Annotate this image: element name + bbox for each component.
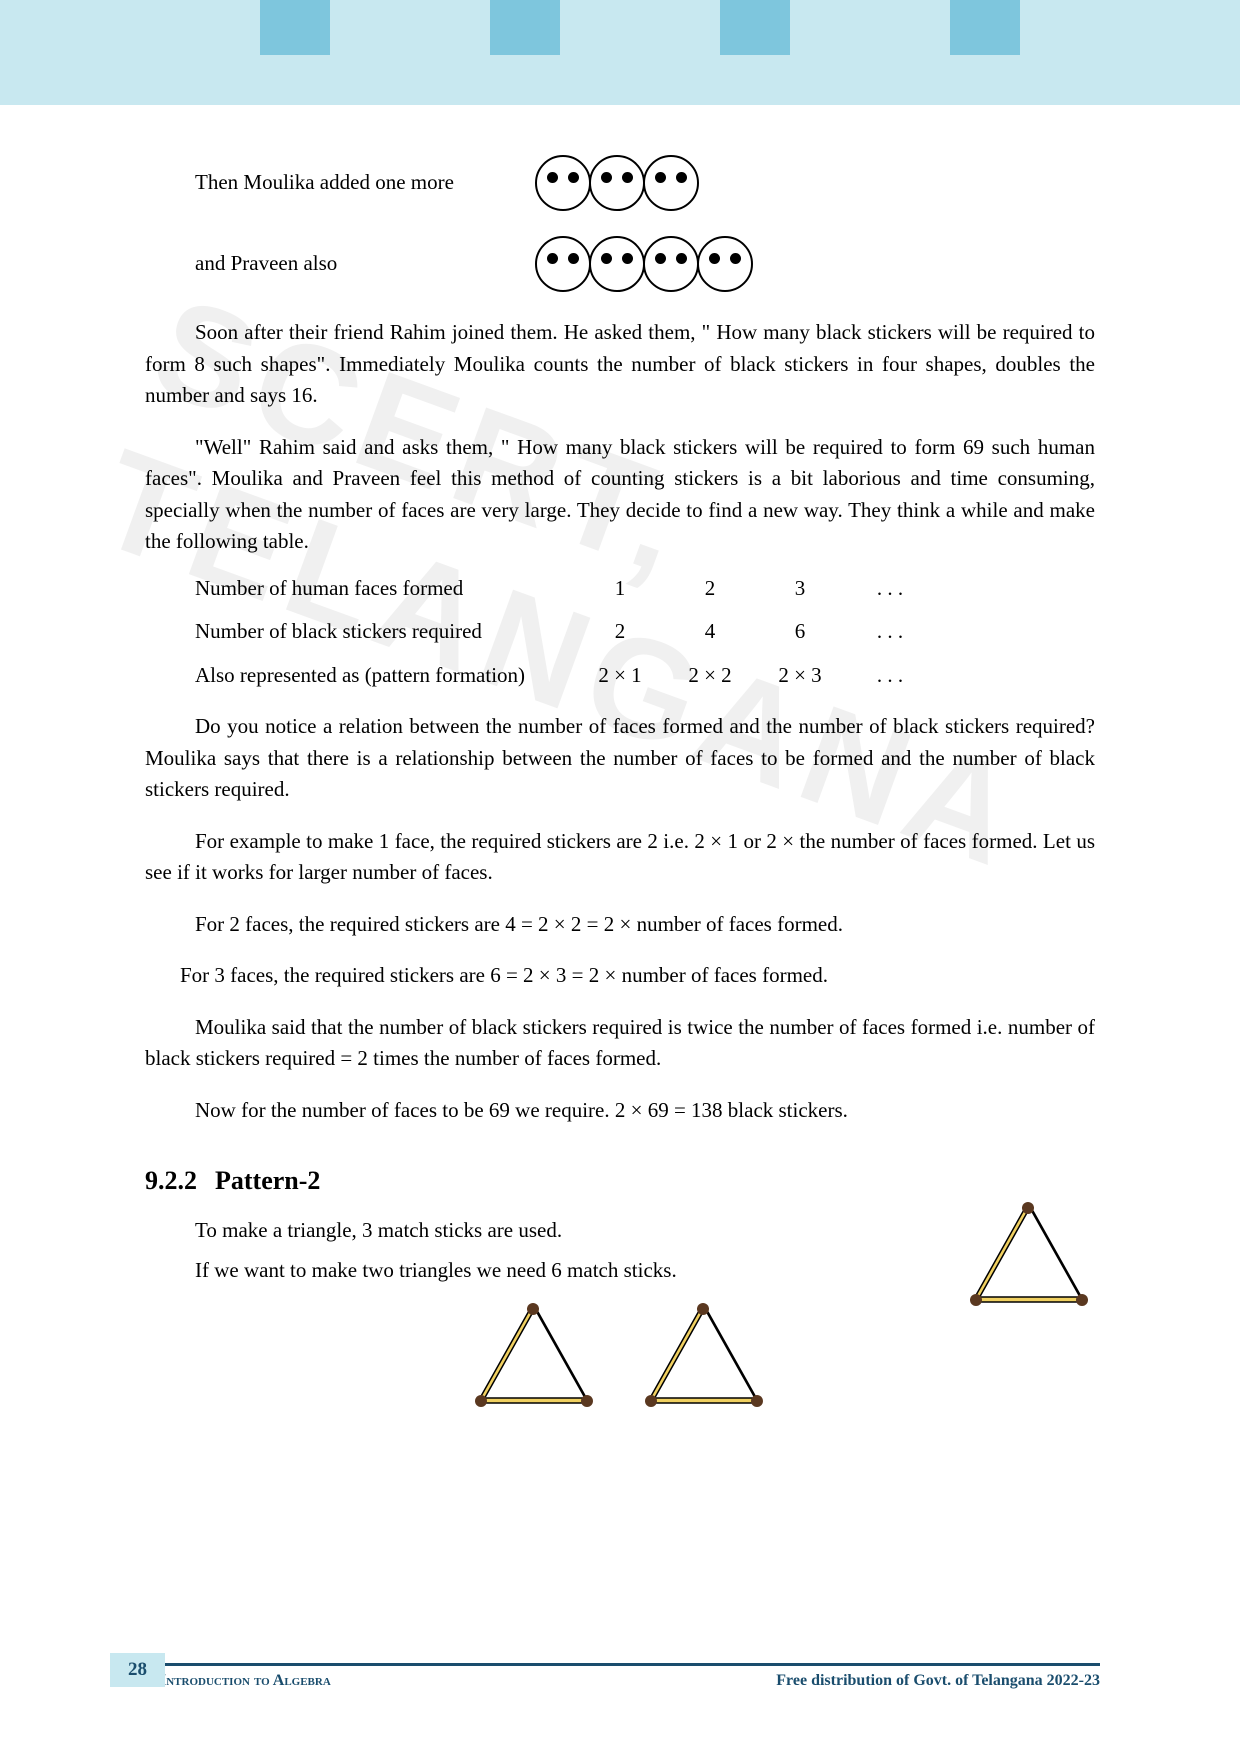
triangle-icon (965, 1200, 1095, 1315)
paragraph-2: "Well" Rahim said and asks them, " How m… (145, 432, 1095, 558)
double-triangle (145, 1301, 1095, 1416)
table-cell: 2 × 1 (575, 660, 665, 692)
table-cell: 3 (755, 573, 845, 605)
pattern2-line1: To make a triangle, 3 match sticks are u… (145, 1215, 1095, 1247)
section-number: 9.2.2 (145, 1161, 197, 1200)
table-cell: 4 (665, 616, 755, 648)
table-cell: 2 (665, 573, 755, 605)
line1-text: Then Moulika added one more (145, 167, 535, 199)
header-stripe (720, 0, 790, 55)
paragraph-3: Do you notice a relation between the num… (145, 711, 1095, 806)
pattern2-block: To make a triangle, 3 match sticks are u… (145, 1215, 1095, 1416)
page-header (0, 0, 1240, 105)
table-cell: 2 (575, 616, 665, 648)
face-icon (643, 155, 699, 211)
table-row: Number of black stickers required 2 4 6 … (195, 616, 1095, 648)
table-cell: . . . (845, 616, 935, 648)
table-label: Number of black stickers required (195, 616, 575, 648)
line2-text: and Praveen also (145, 248, 535, 280)
table-cell: . . . (845, 573, 935, 605)
pattern2-line2: If we want to make two triangles we need… (145, 1255, 1095, 1287)
paragraph-8: Now for the number of faces to be 69 we … (145, 1095, 1095, 1127)
table-cell: 6 (755, 616, 845, 648)
paragraph-7: Moulika said that the number of black st… (145, 1012, 1095, 1075)
face-icon (589, 236, 645, 292)
paragraph-5: For 2 faces, the required stickers are 4… (145, 909, 1095, 941)
page-footer: 28 Introduction to Algebra Free distribu… (0, 1663, 1240, 1690)
table-cell: 1 (575, 573, 665, 605)
faces-group-3 (535, 155, 697, 211)
table-label: Also represented as (pattern formation) (195, 660, 575, 692)
paragraph-4: For example to make 1 face, the required… (145, 826, 1095, 889)
footer-distribution: Free distribution of Govt. of Telangana … (776, 1672, 1100, 1690)
section-title: Pattern-2 (215, 1161, 320, 1200)
header-stripe (490, 0, 560, 55)
paragraph-1: Soon after their friend Rahim joined the… (145, 317, 1095, 412)
faces-row-1: Then Moulika added one more (145, 155, 1095, 211)
table-label: Number of human faces formed (195, 573, 575, 605)
triangle-icon (470, 1301, 600, 1416)
header-stripe (950, 0, 1020, 55)
table-row: Number of human faces formed 1 2 3 . . . (195, 573, 1095, 605)
section-header: 9.2.2 Pattern-2 (145, 1161, 1095, 1200)
page-number: 28 (110, 1653, 165, 1687)
triangle-icon (640, 1301, 770, 1416)
paragraph-6: For 3 faces, the required stickers are 6… (145, 960, 1095, 992)
single-triangle (965, 1200, 1095, 1325)
table-cell: . . . (845, 660, 935, 692)
faces-group-4 (535, 236, 751, 292)
header-stripe (260, 0, 330, 55)
face-icon (643, 236, 699, 292)
footer-chapter: Introduction to Algebra (160, 1672, 776, 1690)
face-icon (697, 236, 753, 292)
pattern-table: Number of human faces formed 1 2 3 . . .… (195, 573, 1095, 692)
face-icon (535, 236, 591, 292)
face-icon (535, 155, 591, 211)
face-icon (589, 155, 645, 211)
faces-row-2: and Praveen also (145, 236, 1095, 292)
table-cell: 2 × 2 (665, 660, 755, 692)
table-cell: 2 × 3 (755, 660, 845, 692)
page-content: Then Moulika added one more and Praveen … (0, 105, 1240, 1416)
footer-divider (140, 1663, 1100, 1666)
table-row: Also represented as (pattern formation) … (195, 660, 1095, 692)
